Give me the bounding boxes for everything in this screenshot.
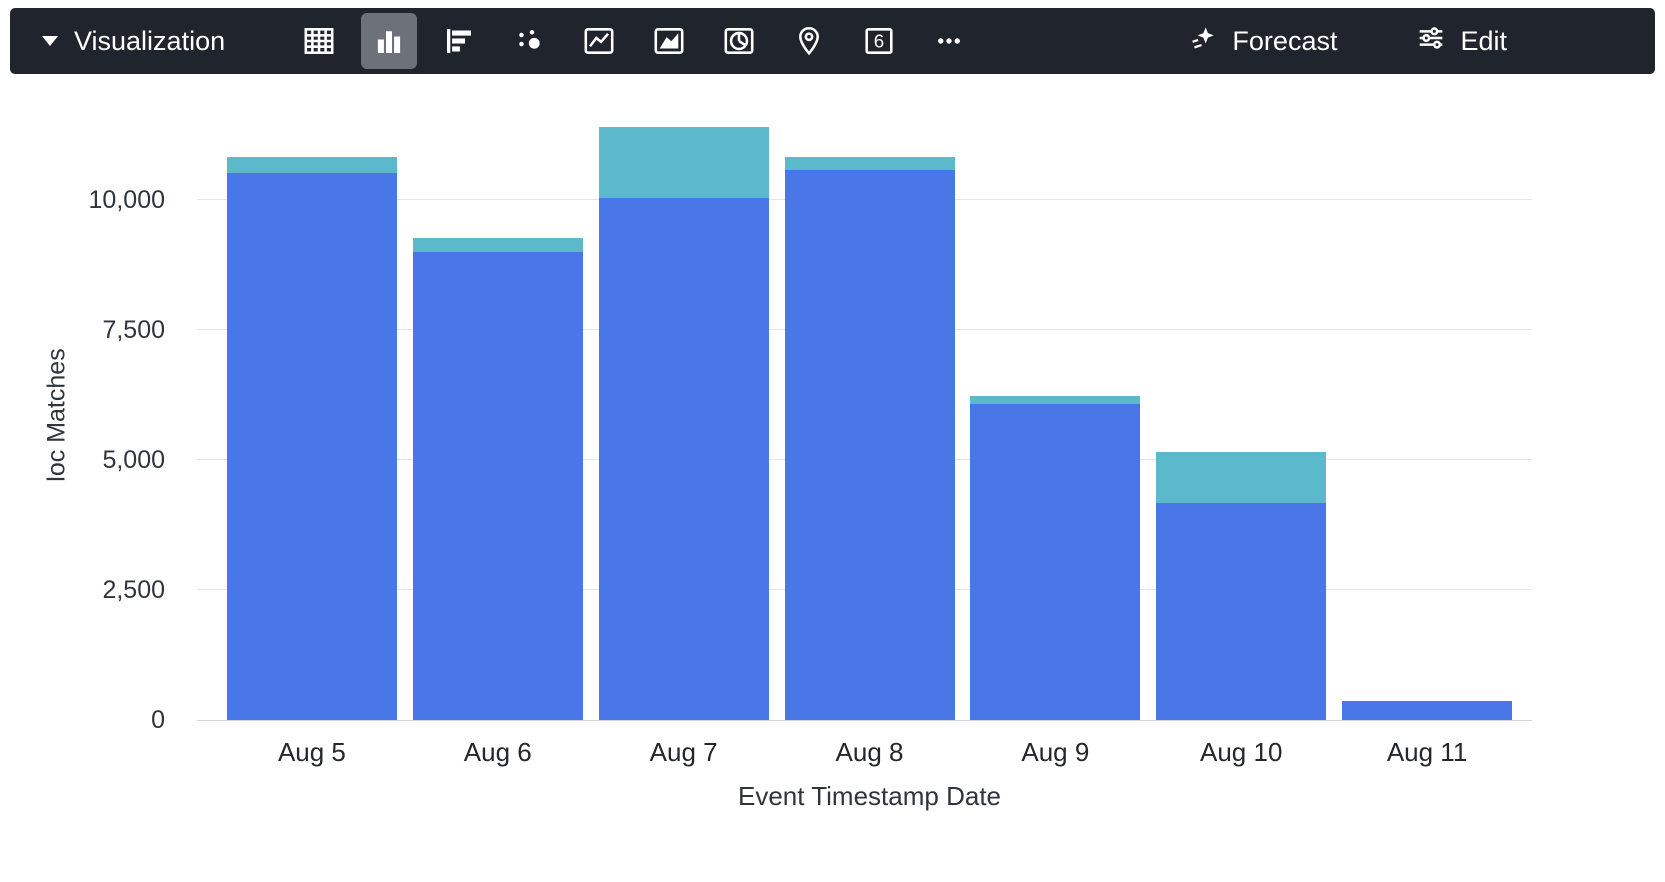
area-chart-icon: [651, 23, 687, 59]
bar-chart-icon: [441, 23, 477, 59]
map-viz-button[interactable]: [781, 13, 837, 69]
visualization-dropdown[interactable]: Visualization: [42, 26, 225, 57]
x-axis-line: [197, 720, 1532, 721]
scatter-chart-icon: [511, 23, 547, 59]
x-tick-label: Aug 11: [1386, 737, 1468, 767]
toolbar-right-actions: Forecast Edit: [1187, 22, 1655, 61]
y-tick-label: 2,500: [102, 575, 165, 604]
pie-chart-icon: [721, 23, 757, 59]
x-tick-label: Aug 9: [1021, 737, 1090, 767]
table-icon: [301, 23, 337, 59]
bar-segment-blue[interactable]: [412, 251, 583, 720]
bar-segment-teal[interactable]: [226, 156, 397, 173]
bar-segment-teal[interactable]: [412, 237, 583, 252]
line-chart-viz-button[interactable]: [571, 13, 627, 69]
x-tick-label: Aug 7: [649, 737, 718, 767]
visualization-dropdown-label: Visualization: [74, 25, 226, 56]
line-chart-icon: [581, 23, 617, 59]
pie-chart-viz-button[interactable]: [711, 13, 767, 69]
x-tick-label: Aug 6: [463, 737, 532, 767]
bar-segment-blue[interactable]: [970, 403, 1141, 720]
bar-segment-blue[interactable]: [226, 172, 397, 720]
more-viz-button[interactable]: [921, 13, 977, 69]
bar-segment-blue[interactable]: [598, 197, 769, 720]
viz-type-buttons: 6: [291, 13, 977, 69]
scatter-chart-viz-button[interactable]: [501, 13, 557, 69]
sparkle-icon: [1187, 22, 1219, 61]
sliders-icon: [1415, 22, 1447, 61]
y-tick-label: 0: [151, 706, 165, 734]
edit-label: Edit: [1460, 25, 1507, 56]
bar-segment-teal[interactable]: [970, 396, 1141, 404]
table-viz-button[interactable]: [291, 13, 347, 69]
x-tick-label: Aug 8: [835, 737, 904, 767]
map-pin-icon: [791, 23, 827, 59]
column-chart-icon: [371, 23, 407, 59]
y-tick-label: 10,000: [88, 185, 165, 214]
single-value-glyph: 6: [874, 31, 884, 52]
bar-segment-teal[interactable]: [784, 156, 955, 170]
chevron-down-icon: [42, 36, 58, 46]
area-chart-viz-button[interactable]: [641, 13, 697, 69]
bar-segment-teal[interactable]: [598, 127, 769, 198]
x-axis-title: Event Timestamp Date: [738, 781, 1001, 811]
visualization-toolbar: Visualization: [10, 8, 1655, 74]
single-value-icon: 6: [861, 23, 897, 59]
bar-chart-viz-button[interactable]: [431, 13, 487, 69]
x-tick-label: Aug 5: [277, 737, 346, 767]
column-chart-viz-button[interactable]: [361, 13, 418, 69]
y-tick-label: 7,500: [102, 315, 165, 344]
forecast-label: Forecast: [1232, 25, 1338, 56]
y-axis-title: loc Matches: [42, 348, 71, 482]
y-tick-label: 5,000: [102, 445, 165, 474]
bar-segment-blue[interactable]: [1342, 700, 1513, 720]
bar-segment-blue[interactable]: [1156, 503, 1327, 720]
more-icon: [931, 23, 967, 59]
bar-segment-blue[interactable]: [784, 169, 955, 720]
bar-segment-teal[interactable]: [1156, 451, 1327, 504]
forecast-button[interactable]: Forecast: [1187, 22, 1337, 61]
x-tick-label: Aug 10: [1200, 737, 1283, 767]
edit-button[interactable]: Edit: [1415, 22, 1507, 61]
single-value-viz-button[interactable]: 6: [851, 13, 907, 69]
